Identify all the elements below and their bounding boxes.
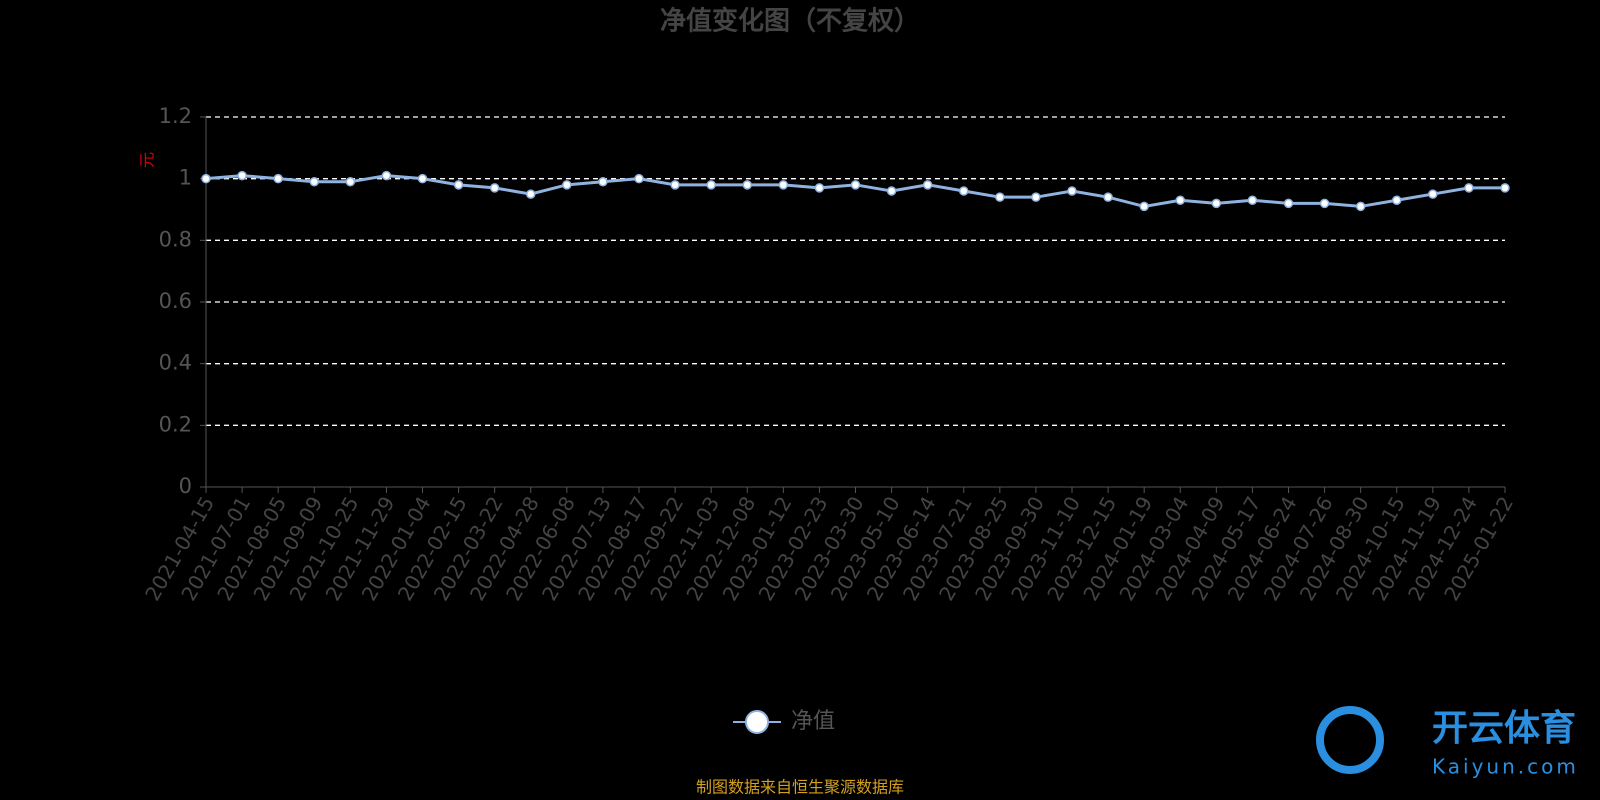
y-tick-label: 1	[179, 166, 192, 190]
point	[634, 173, 644, 184]
chart-title: 净值变化图（不复权）	[660, 6, 920, 37]
point	[1067, 186, 1077, 196]
point	[1175, 195, 1185, 205]
y-tick-label: 0.8	[159, 227, 192, 251]
point	[814, 183, 825, 193]
point	[1103, 192, 1113, 202]
source-note: 制图数据来自恒生聚源数据库	[696, 778, 904, 797]
point	[526, 189, 536, 199]
point	[742, 180, 752, 190]
point	[1247, 195, 1258, 205]
point	[381, 170, 392, 181]
point	[706, 180, 716, 190]
point	[1283, 198, 1294, 209]
y-axis-label: 元	[138, 152, 157, 168]
point	[850, 180, 861, 190]
point	[237, 170, 247, 181]
watermark-brand: 开云体育	[1432, 708, 1576, 749]
point	[489, 183, 500, 193]
point	[670, 180, 680, 190]
point	[886, 186, 897, 196]
y-tick-label: 0.2	[159, 412, 192, 436]
point	[273, 173, 283, 184]
point	[201, 173, 211, 184]
point	[995, 192, 1005, 202]
legend-label: 净值	[791, 709, 835, 734]
point	[1211, 198, 1222, 209]
watermark-url: Kaiyun.com	[1432, 755, 1579, 779]
point	[922, 180, 933, 190]
point	[1464, 183, 1474, 193]
point	[309, 177, 319, 187]
legend-marker	[745, 710, 769, 734]
point	[598, 177, 608, 187]
point	[1031, 192, 1041, 202]
point	[345, 177, 356, 187]
point	[453, 180, 464, 190]
point	[1392, 195, 1402, 205]
point	[1319, 198, 1330, 209]
point	[1139, 201, 1149, 212]
y-tick-label: 0.4	[159, 351, 192, 375]
point	[1428, 189, 1438, 199]
point	[417, 173, 428, 184]
y-tick-label: 1.2	[159, 104, 192, 128]
point	[1355, 201, 1366, 212]
point	[778, 180, 789, 190]
y-tick-label: 0	[179, 474, 192, 498]
logo-icon	[1316, 706, 1384, 774]
point	[562, 180, 572, 190]
point	[1500, 183, 1510, 193]
y-tick-label: 0.6	[159, 289, 192, 313]
point	[959, 186, 969, 196]
